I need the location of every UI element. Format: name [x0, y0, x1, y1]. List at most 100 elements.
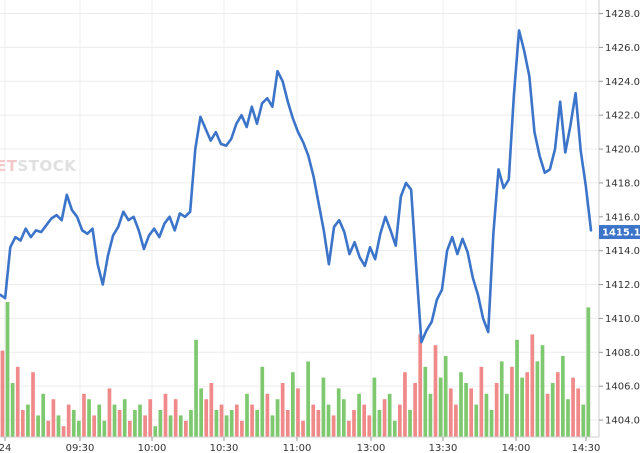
- volume-bar: [418, 334, 423, 437]
- volume-bar: [204, 399, 209, 437]
- volume-bar: [311, 404, 316, 437]
- volume-bar: [102, 420, 107, 437]
- volume-bar: [87, 399, 91, 437]
- volume-bar: [36, 415, 40, 437]
- volume-bar: [336, 388, 341, 437]
- x-tick-label: 24: [0, 443, 11, 453]
- volume-bar: [270, 415, 275, 437]
- volume-bar: [459, 372, 463, 437]
- volume-bar: [423, 366, 428, 437]
- volume-bar: [199, 388, 203, 437]
- volume-bar: [576, 388, 581, 437]
- volume-bar: [515, 339, 519, 437]
- volume-bar: [71, 410, 76, 437]
- x-tick-label: 14:00: [502, 443, 531, 453]
- volume-bar: [61, 426, 66, 437]
- volume-bar: [296, 388, 300, 437]
- x-tick-label: 13:00: [357, 443, 386, 453]
- volume-bar: [127, 420, 132, 437]
- volume-bar: [545, 393, 550, 437]
- volume-bar: [107, 388, 112, 437]
- volume-bar: [520, 377, 524, 437]
- volume-bar: [214, 410, 219, 437]
- volume-bar: [331, 415, 336, 437]
- volume-bar: [535, 361, 540, 437]
- volume-bar: [403, 372, 407, 437]
- volume-bar: [255, 410, 260, 437]
- x-tick-label: 10:30: [210, 443, 239, 453]
- volume-bar: [0, 350, 5, 437]
- volume-bar: [586, 307, 591, 437]
- volume-bar: [209, 383, 214, 437]
- volume-bar: [26, 404, 30, 437]
- volume-bar: [408, 410, 412, 437]
- volume-bar: [464, 383, 468, 437]
- volume-bar: [173, 399, 178, 437]
- volume-bar: [184, 420, 188, 437]
- y-tick-label: 1414.00: [605, 246, 640, 257]
- volume-bar: [265, 393, 270, 437]
- volume-bar: [566, 399, 570, 437]
- last-price-marker: 1415.10: [599, 225, 640, 240]
- volume-bar: [561, 356, 565, 437]
- volume-bar: [153, 426, 158, 437]
- volume-bar: [382, 399, 387, 437]
- volume-bar: [240, 420, 244, 437]
- volume-bar: [499, 361, 504, 437]
- volume-bar: [581, 404, 586, 437]
- x-tick-label: 14:30: [572, 443, 601, 453]
- volume-bar: [122, 399, 127, 437]
- volume-bar: [234, 404, 239, 437]
- volume-bar: [372, 377, 377, 437]
- volume-bar: [387, 393, 392, 437]
- y-tick-label: 1426.00: [605, 43, 640, 54]
- volume-bar: [112, 404, 117, 437]
- volume-bar: [41, 393, 46, 437]
- volume-bar: [377, 410, 382, 437]
- volume-bar: [158, 410, 163, 437]
- volume-bar: [489, 410, 494, 437]
- volume-bar: [10, 383, 15, 437]
- volume-bar: [82, 393, 86, 437]
- volume-bar: [20, 410, 25, 437]
- volume-bar: [357, 393, 361, 437]
- watermark: ETSTOCK: [0, 157, 77, 175]
- last-price-badge: [599, 225, 640, 240]
- x-tick-label: 13:30: [429, 443, 458, 453]
- volume-bar: [469, 388, 474, 437]
- volume-bar: [397, 404, 402, 437]
- volume-bar: [316, 410, 321, 437]
- volume-bar: [143, 415, 147, 437]
- grid: [0, 0, 599, 437]
- volume-bar: [571, 377, 575, 437]
- x-axis-ticks: 24 09:30 10:00 10:30 11:00 13:00 13:30 14:00 14:…: [0, 437, 600, 453]
- price-line: [0, 29, 593, 344]
- y-tick-label: 1418.00: [605, 178, 640, 189]
- volume-bar: [341, 399, 346, 437]
- y-axis-ticks: 1404.00 1406.00 1408.00 1410.00 1412.00 1414.…: [599, 9, 640, 427]
- volume-bar: [189, 410, 193, 437]
- volume-bars: [0, 302, 591, 437]
- volume-bar: [260, 366, 265, 437]
- volume-bar: [117, 410, 122, 437]
- y-tick-label: 1406.00: [605, 382, 640, 393]
- volume-bar: [5, 302, 10, 437]
- volume-bar: [46, 420, 51, 437]
- volume-bar: [540, 345, 545, 437]
- volume-bar: [66, 404, 71, 437]
- volume-bar: [347, 420, 351, 437]
- volume-bar: [194, 339, 198, 437]
- volume-bar: [92, 415, 97, 437]
- volume-bar: [443, 356, 448, 437]
- y-tick-label: 1408.00: [605, 348, 640, 359]
- y-tick-label: 1424.00: [605, 77, 640, 88]
- y-tick-label: 1412.00: [605, 280, 640, 291]
- volume-bar: [148, 399, 153, 437]
- volume-bar: [550, 383, 555, 437]
- volume-bar: [291, 372, 295, 437]
- volume-bar: [433, 345, 438, 437]
- volume-bar: [454, 404, 458, 437]
- y-tick-label: 1416.00: [605, 212, 640, 223]
- volume-bar: [77, 420, 81, 437]
